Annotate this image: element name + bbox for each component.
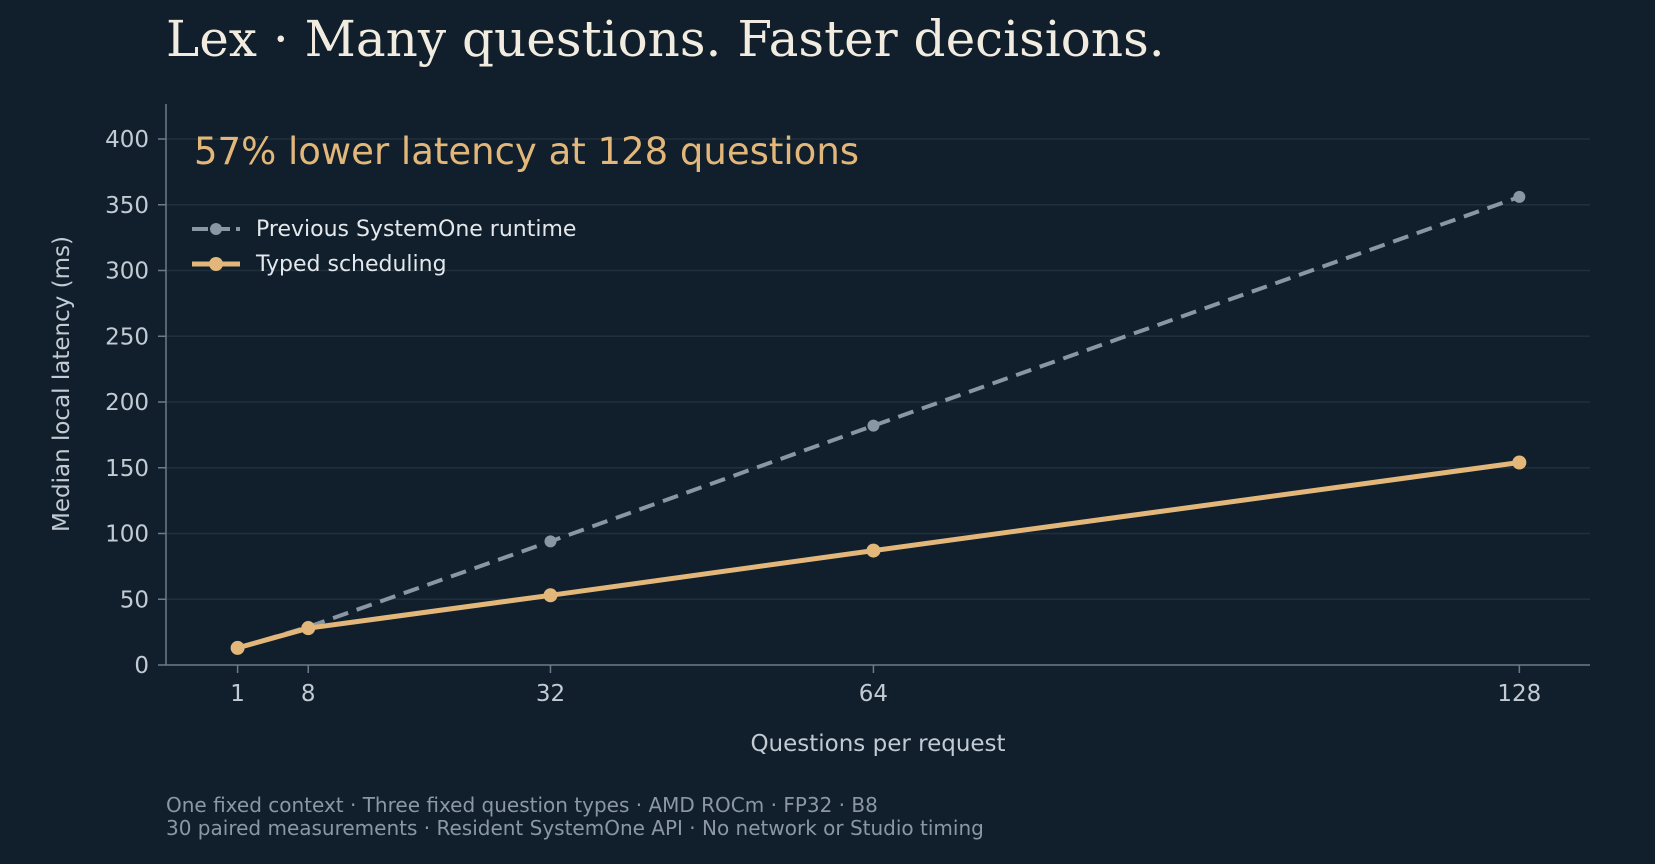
legend: Previous SystemOne runtime Typed scheduli… bbox=[192, 217, 576, 277]
y-tick-label: 400 bbox=[105, 127, 149, 153]
y-tick-label: 0 bbox=[134, 653, 149, 679]
x-axis-label: Questions per request bbox=[750, 731, 1005, 757]
x-tick-label: 32 bbox=[536, 681, 565, 707]
y-tick-label: 250 bbox=[105, 324, 149, 350]
data-point-typed bbox=[230, 640, 245, 655]
tick-labels: 0 50 100 150 200 250 300 350 400 1 8 32 64 128 bbox=[105, 127, 1541, 707]
data-point-previous bbox=[1513, 190, 1526, 203]
legend-label: Typed scheduling bbox=[255, 252, 447, 277]
legend-label: Previous SystemOne runtime bbox=[256, 217, 576, 242]
x-tick-label: 64 bbox=[859, 681, 888, 707]
data-point-typed bbox=[543, 588, 558, 603]
footnote-line-1: One fixed context · Three fixed question… bbox=[166, 793, 878, 817]
y-tick-label: 50 bbox=[120, 587, 149, 613]
series-lines bbox=[230, 190, 1527, 655]
y-tick-label: 150 bbox=[105, 456, 149, 482]
x-tick-label: 128 bbox=[1497, 681, 1541, 707]
data-point-previous bbox=[867, 419, 880, 432]
y-tick-label: 200 bbox=[105, 390, 149, 416]
legend-swatch-marker bbox=[210, 223, 222, 235]
x-tick-label: 1 bbox=[230, 681, 245, 707]
data-point-typed bbox=[301, 621, 316, 636]
data-point-typed bbox=[1512, 455, 1527, 470]
y-tick-label: 100 bbox=[105, 522, 149, 548]
footnote-line-2: 30 paired measurements · Resident System… bbox=[166, 816, 984, 840]
data-point-typed bbox=[866, 543, 881, 558]
x-tick-label: 8 bbox=[301, 681, 316, 707]
chart-title: Lex · Many questions. Faster decisions. bbox=[166, 10, 1165, 68]
y-axis-label: Median local latency (ms) bbox=[49, 236, 75, 532]
y-tick-label: 300 bbox=[105, 259, 149, 285]
headline-annotation: 57% lower latency at 128 questions bbox=[194, 130, 859, 173]
grid-lines bbox=[166, 138, 1590, 600]
legend-swatch-marker bbox=[209, 257, 223, 271]
axes bbox=[158, 104, 1590, 673]
data-point-previous bbox=[544, 535, 557, 548]
y-tick-label: 350 bbox=[105, 193, 149, 219]
